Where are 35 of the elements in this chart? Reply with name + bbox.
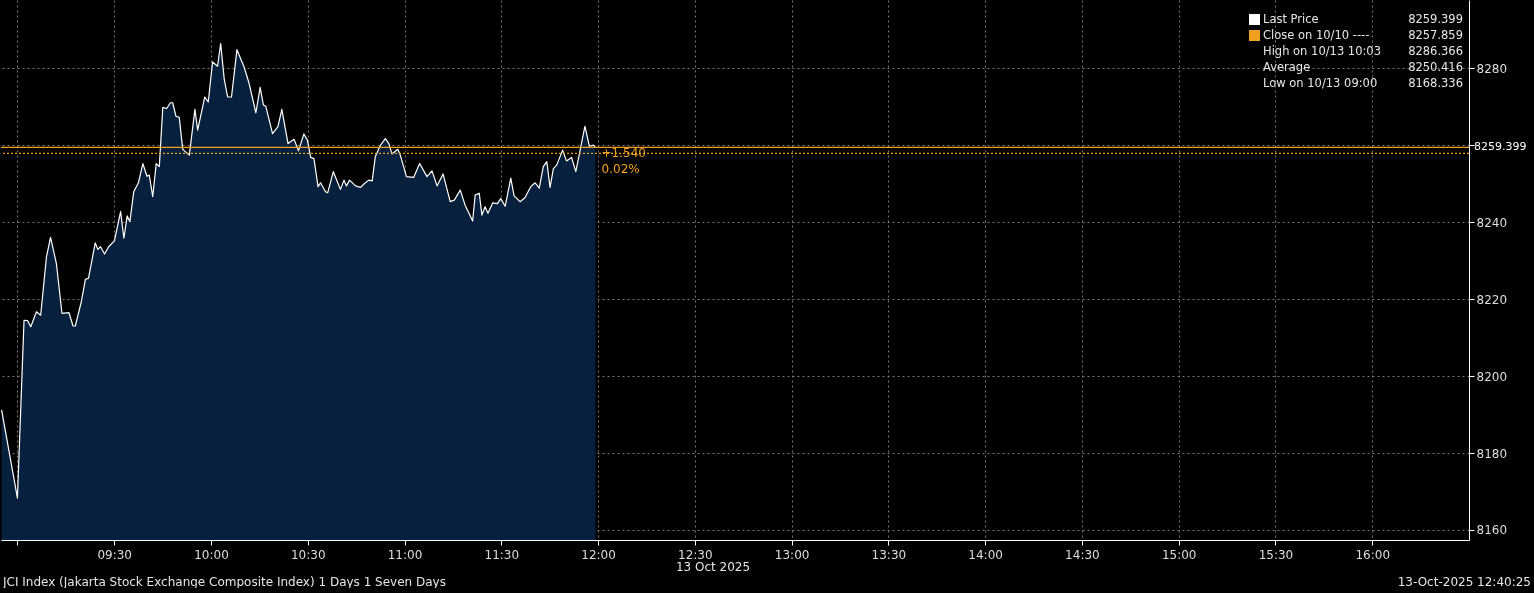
x-tick-label: 12:00: [581, 547, 616, 562]
x-tick-label: 12:30: [678, 547, 713, 562]
annotation: 8257.859: [1408, 28, 1463, 42]
x-tick-label: 16:00: [1355, 547, 1391, 562]
annotation: 0.02%: [601, 162, 640, 177]
y-tick-label: 8220: [1476, 292, 1508, 307]
text: 13-Oct-2025 12:40:25: [1397, 575, 1531, 589]
legend-label: Last Price: [1263, 12, 1319, 26]
x-tick-label: 15:00: [1161, 547, 1197, 562]
annotation: Low on 10/13 09:00: [1263, 76, 1378, 90]
x-tick-label: 15:30: [1258, 547, 1294, 562]
y-tick-label: 8240: [1476, 215, 1508, 230]
annotation: 8259.399: [1408, 12, 1463, 26]
annotation: Average: [1263, 60, 1311, 74]
x-tick-label: 13:00: [774, 547, 810, 562]
annotation: 8250.416: [1408, 60, 1463, 74]
legend-label: Close on 10/10 ----: [1263, 28, 1370, 42]
annotation: 8286.366: [1408, 44, 1463, 58]
x-tick-label: 11:30: [484, 547, 520, 562]
x-tick-label: 13:30: [871, 547, 907, 562]
x-tick-label: 11:00: [387, 547, 423, 562]
y-tick-label: 8180: [1476, 446, 1508, 461]
x-tick-label: 14:30: [1065, 547, 1100, 562]
x-tick-label: 09:30: [97, 547, 133, 562]
text: 13 Oct 2025: [675, 560, 751, 574]
text: JCI Index (Jakarta Stock Exchange Composite Index) 1 Days 1 Seven Days: [2, 575, 446, 589]
y-tick-label: 8280: [1476, 61, 1508, 76]
x-tick-label: 10:30: [290, 547, 326, 562]
y-tick-label: 8200: [1476, 369, 1508, 384]
x-tick-label: 14:00: [968, 547, 1003, 562]
annotation: 8168.336: [1408, 76, 1463, 90]
annotation: High on 10/13 10:03: [1263, 44, 1382, 58]
y-tick-label: 8160: [1476, 523, 1508, 538]
ref-line-label: 8259.399: [1474, 140, 1527, 154]
x-tick-label: 10:00: [194, 547, 229, 562]
